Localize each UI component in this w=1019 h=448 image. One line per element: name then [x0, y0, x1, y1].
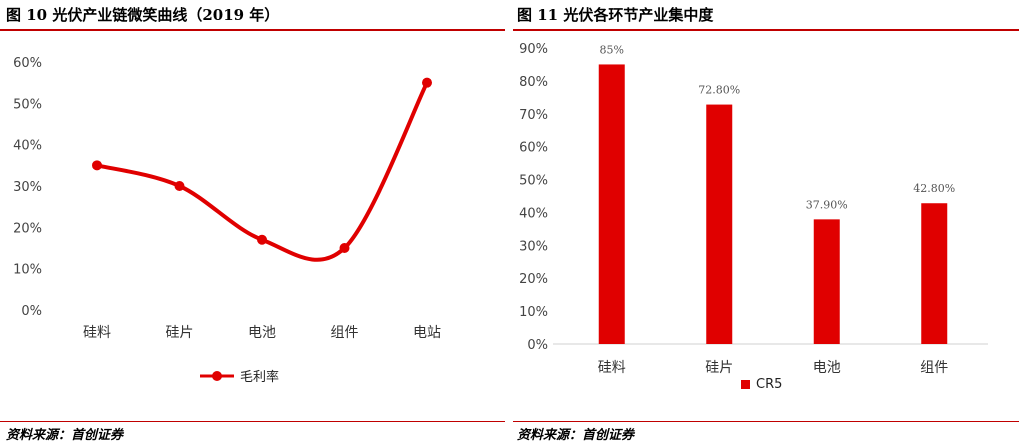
y-tick-label-right: 10% [519, 305, 548, 320]
left-title-rule [0, 29, 505, 31]
cr5-data-label: 85% [600, 43, 624, 56]
y-tick-label-right: 40% [519, 206, 548, 221]
gross-margin-point [257, 234, 267, 245]
gross-margin-point [92, 160, 102, 171]
right-figure-title: 图 11 光伏各环节产业集中度 [517, 6, 714, 24]
x-tick-label-left: 硅片 [166, 325, 194, 341]
right-legend: CR5 [741, 377, 782, 392]
gross-margin-point [422, 77, 432, 88]
x-tick-label-right: 电池 [813, 360, 841, 376]
x-tick-label-left: 硅料 [83, 325, 111, 341]
left-legend-marker [200, 370, 234, 381]
left-source-note: 资料来源：首创证券 [6, 428, 124, 443]
x-tick-label-right: 硅片 [705, 360, 733, 376]
y-tick-label-left: 50% [13, 97, 42, 112]
gross-margin-point [339, 243, 350, 253]
y-tick-label-left: 0% [21, 304, 42, 319]
y-tick-label-left: 10% [13, 263, 42, 278]
y-tick-label-left: 20% [13, 221, 42, 236]
cr5-bar [921, 203, 948, 344]
right-source-note: 资料来源：首创证券 [517, 428, 635, 443]
y-tick-label-right: 50% [519, 174, 548, 189]
x-tick-label-left: 电池 [248, 325, 276, 341]
left-figure-title: 图 10 光伏产业链微笑曲线（2019 年） [6, 6, 280, 24]
cr5-bar [598, 64, 625, 344]
y-tick-label-right: 0% [527, 338, 548, 353]
left-legend-label: 毛利率 [240, 370, 280, 385]
right-legend-swatch [741, 380, 750, 389]
y-tick-label-right: 30% [519, 239, 548, 254]
cr5-bar [813, 219, 840, 344]
y-tick-label-right: 80% [519, 75, 548, 90]
x-tick-label-right: 硅料 [598, 360, 626, 376]
cr5-bar [706, 104, 733, 345]
right-bottom-rule [513, 421, 1019, 422]
y-tick-label-left: 30% [13, 180, 42, 195]
cr5-data-label: 37.90% [806, 198, 848, 211]
gross-margin-point [174, 181, 185, 191]
y-tick-label-left: 40% [13, 139, 42, 154]
cr5-data-label: 72.80% [698, 84, 740, 97]
y-tick-label-right: 70% [519, 108, 548, 123]
x-tick-label-left: 组件 [331, 325, 359, 341]
left-bottom-rule [0, 421, 505, 422]
y-tick-label-right: 20% [519, 272, 548, 287]
y-tick-label-left: 60% [13, 56, 42, 71]
smile-curve-line-chart: 0% 10% 20% 30% 40% 50% 60% 硅料 硅片 电池 组件 电站 [13, 56, 441, 341]
left-legend: 毛利率 [200, 366, 279, 385]
y-tick-label-right: 60% [519, 141, 548, 156]
x-tick-label-left: 电站 [413, 325, 441, 341]
gross-margin-line [96, 81, 429, 262]
left-figure-panel: 图 10 光伏产业链微笑曲线（2019 年） 0% 10% 20% 30% 40% 50%… [0, 0, 505, 448]
right-title-rule [513, 29, 1019, 31]
industry-concentration-bar-chart: 0% 10% 20% 30% 40% 50% 60% 70% 80% 90% 85% 硅料 72.80%… [519, 42, 988, 376]
y-tick-label-right: 90% [519, 42, 548, 57]
right-figure-panel: 图 11 光伏各环节产业集中度 0% 10% 20% 30% 40% 50% 60% 70% 8… [513, 0, 1019, 448]
cr5-data-label: 42.80% [913, 182, 955, 195]
x-tick-label-right: 组件 [920, 360, 948, 376]
right-legend-label: CR5 [756, 377, 783, 392]
